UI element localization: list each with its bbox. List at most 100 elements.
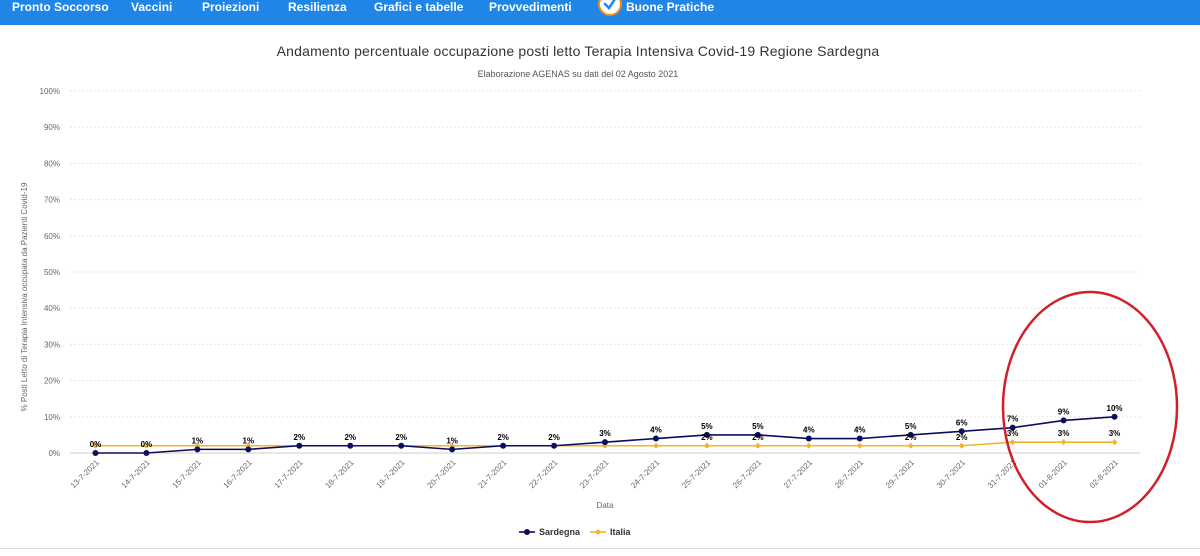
x-tick-label-17: 30-7-2021 — [935, 458, 968, 491]
data-label-sardegna-11: 4% — [650, 426, 662, 435]
x-tick-label-19: 01-8-2021 — [1037, 458, 1070, 491]
point-italia-13 — [754, 442, 761, 449]
data-label-sardegna-8: 2% — [497, 433, 509, 442]
x-axis-ticks: 13-7-2021 14-7-2021 15-7-2021 16-7-2021 17-7… — [69, 458, 1121, 491]
legend-label-italia: Italia — [610, 527, 632, 537]
nav-resilienza[interactable]: Resilienza — [288, 0, 347, 14]
point-sardegna-11 — [652, 435, 659, 442]
nav-pronto-soccorso[interactable]: Pronto Soccorso — [12, 0, 109, 14]
point-italia-20 — [1111, 439, 1118, 446]
y-tick-label-70: 70% — [44, 196, 60, 205]
data-label-sardegna-10: 3% — [599, 429, 611, 438]
x-tick-label-5: 18-7-2021 — [323, 458, 356, 491]
point-italia-19 — [1060, 439, 1067, 446]
nav-proiezioni[interactable]: Proiezioni — [202, 0, 260, 14]
point-sardegna-5 — [347, 442, 354, 449]
point-sardegna-0 — [92, 450, 99, 456]
x-axis-label: Data — [597, 501, 614, 510]
point-sardegna-20 — [1111, 413, 1118, 420]
point-sardegna-4 — [296, 442, 303, 449]
y-tick-label-10: 10% — [44, 413, 60, 422]
point-sardegna-10 — [602, 439, 608, 446]
point-italia-17 — [958, 442, 965, 449]
x-tick-label-11: 24-7-2021 — [629, 458, 662, 491]
y-tick-label-20: 20% — [44, 377, 60, 386]
x-tick-label-6: 19-7-2021 — [374, 458, 407, 491]
bottom-divider — [0, 548, 1200, 549]
x-tick-label-4: 17-7-2021 — [273, 458, 306, 491]
x-tick-label-3: 16-7-2021 — [222, 458, 255, 491]
y-tick-label-60: 60% — [44, 232, 60, 241]
data-label-sardegna-5: 2% — [344, 433, 356, 442]
data-label-italia-13: 2% — [752, 433, 764, 442]
point-sardegna-8 — [500, 442, 507, 449]
data-label-sardegna-7: 1% — [446, 436, 458, 445]
point-sardegna-16 — [907, 431, 914, 438]
legend: Sardegna Italia — [519, 527, 632, 537]
data-label-sardegna-0: 0% — [90, 440, 102, 449]
checkmark-badge-icon — [598, 0, 622, 16]
point-italia-16 — [907, 442, 914, 449]
data-label-sardegna-6: 2% — [395, 433, 407, 442]
legend-label-sardegna: Sardegna — [539, 527, 581, 537]
point-sardegna-1 — [143, 450, 150, 456]
chart-subtitle: Elaborazione AGENAS su dati del 02 Agost… — [478, 69, 679, 79]
x-tick-label-15: 28-7-2021 — [833, 458, 866, 491]
point-italia-0 — [92, 442, 99, 449]
data-label-sardegna-9: 2% — [548, 433, 560, 442]
data-label-italia-12: 2% — [701, 433, 713, 442]
y-tick-label-0: 0% — [48, 449, 60, 458]
point-sardegna-18 — [1009, 424, 1016, 431]
data-label-sardegna-3: 1% — [243, 436, 255, 445]
y-tick-label-30: 30% — [44, 340, 60, 349]
x-tick-label-7: 20-7-2021 — [425, 458, 458, 491]
point-sardegna-7 — [449, 446, 456, 453]
data-label-sardegna-4: 2% — [294, 433, 306, 442]
point-sardegna-19 — [1060, 417, 1067, 424]
x-tick-label-0: 13-7-2021 — [69, 458, 102, 491]
point-italia-1 — [143, 442, 150, 449]
data-label-italia-16: 2% — [905, 433, 917, 442]
point-sardegna-6 — [398, 442, 405, 449]
nav-buone-pratiche[interactable]: Buone Pratiche — [626, 0, 715, 14]
data-label-sardegna-14: 4% — [803, 426, 815, 435]
legend-marker-sardegna — [524, 529, 530, 535]
data-label-sardegna-19: 9% — [1058, 407, 1070, 416]
x-tick-label-14: 27-7-2021 — [782, 458, 815, 491]
data-label-italia-17: 2% — [956, 433, 968, 442]
y-tick-label-40: 40% — [44, 304, 60, 313]
data-labels: 0% 0% 1% 1% 2% 2% 2% 1% 2% 2% 3% 4% 5% 5% 4% 4% 5% 6% 7% 9%… — [90, 404, 1123, 449]
data-label-sardegna-2: 1% — [192, 436, 204, 445]
data-label-sardegna-17: 6% — [956, 418, 968, 427]
nav-grafici-e-tabelle[interactable]: Grafici e tabelle — [374, 0, 464, 14]
data-label-sardegna-16: 5% — [905, 422, 917, 431]
point-italia-11 — [652, 442, 659, 449]
point-sardegna-3 — [245, 446, 252, 453]
x-tick-label-8: 21-7-2021 — [476, 458, 509, 491]
series-group — [92, 413, 1118, 456]
nav-vaccini[interactable]: Vaccini — [131, 0, 173, 14]
point-sardegna-14 — [805, 435, 812, 442]
x-tick-label-10: 23-7-2021 — [578, 458, 611, 491]
y-tick-label-100: 100% — [40, 87, 60, 96]
point-sardegna-2 — [194, 446, 201, 453]
data-label-sardegna-20: 10% — [1107, 404, 1123, 413]
data-label-italia-18: 3% — [1007, 429, 1019, 438]
x-tick-label-12: 25-7-2021 — [680, 458, 713, 491]
point-sardegna-9 — [551, 442, 558, 449]
point-sardegna-17 — [958, 428, 965, 435]
nav-provvedimenti[interactable]: Provvedimenti — [489, 0, 572, 14]
data-label-sardegna-13: 5% — [752, 422, 764, 431]
y-tick-label-80: 80% — [44, 159, 60, 168]
y-axis-ticks: 0% 10% 20% 30% 40% 50% 60% 70% 80% 90% 100% — [40, 87, 60, 458]
data-label-sardegna-1: 0% — [141, 440, 153, 449]
data-label-italia-20: 3% — [1109, 429, 1121, 438]
point-italia-14 — [805, 442, 812, 449]
data-label-sardegna-18: 7% — [1007, 415, 1019, 424]
x-tick-label-20: 02-8-2021 — [1088, 458, 1121, 491]
x-tick-label-13: 26-7-2021 — [731, 458, 764, 491]
chart-title: Andamento percentuale occupazione posti … — [277, 43, 880, 59]
y-tick-label-50: 50% — [44, 268, 60, 277]
x-tick-label-1: 14-7-2021 — [120, 458, 153, 491]
legend-marker-italia — [595, 529, 601, 535]
